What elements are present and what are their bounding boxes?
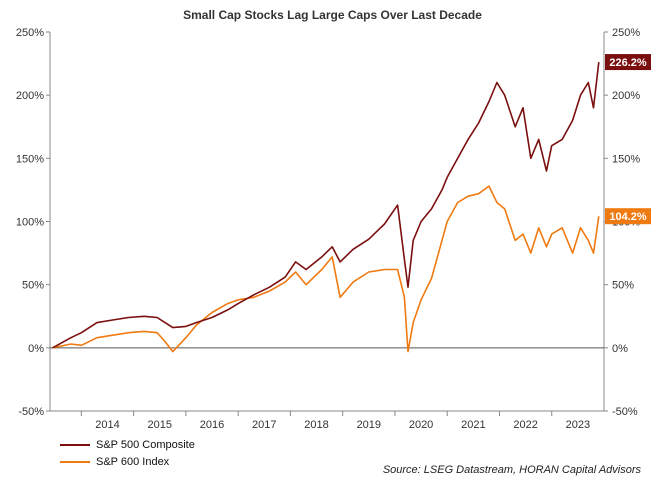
y-tick-label-left: 50% <box>22 280 44 292</box>
x-tick-label: 2019 <box>357 419 381 431</box>
series-line-sp500 <box>52 62 600 349</box>
legend-label-sp600: S&P 600 Index <box>96 455 170 468</box>
y-tick-label-right: 250% <box>612 27 640 39</box>
end-label-box-sp600 <box>605 208 651 225</box>
x-tick-label: 2018 <box>304 419 328 431</box>
y-tick-label-left: 200% <box>16 90 44 102</box>
y-tick-label-left: 100% <box>16 217 44 229</box>
legend-item-sp500: S&P 500 Composite <box>60 436 195 453</box>
x-tick-label: 2015 <box>148 419 172 431</box>
y-tick-label-right: -50% <box>612 406 638 418</box>
chart-axes: -50%-50%0%0%50%50%100%100%150%150%200%20… <box>16 27 640 431</box>
y-tick-label-left: -50% <box>18 406 44 418</box>
y-tick-label-left: 250% <box>16 27 44 39</box>
end-label-sp500: 226.2% <box>609 57 647 69</box>
legend-swatch-sp500 <box>60 443 90 446</box>
y-tick-label-left: 150% <box>16 153 44 165</box>
legend-label-sp500: S&P 500 Composite <box>96 438 195 451</box>
y-tick-label-right: 200% <box>612 90 640 102</box>
chart-end-labels: 226.2% 104.2% <box>605 54 651 225</box>
y-tick-label-right: 50% <box>612 280 634 292</box>
legend-swatch-sp600 <box>60 460 90 463</box>
x-tick-label: 2020 <box>409 419 433 431</box>
chart-title: Small Cap Stocks Lag Large Caps Over Las… <box>183 8 482 22</box>
series-line-sp600 <box>52 185 600 353</box>
y-tick-label-right: 150% <box>612 153 640 165</box>
x-tick-label: 2017 <box>252 419 276 431</box>
y-tick-label-left: 0% <box>28 343 44 355</box>
x-tick-label: 2023 <box>566 419 590 431</box>
end-label-sp600: 104.2% <box>609 211 647 223</box>
end-label-box-sp500 <box>605 54 651 71</box>
x-tick-label: 2014 <box>95 419 119 431</box>
source-note: Source: LSEG Datastream, HORAN Capital A… <box>382 464 641 476</box>
y-tick-label-right: 0% <box>612 343 628 355</box>
chart-lines <box>52 62 600 353</box>
x-tick-label: 2022 <box>513 419 537 431</box>
x-tick-label: 2016 <box>200 419 224 431</box>
legend: S&P 500 Composite S&P 600 Index <box>60 436 195 470</box>
x-tick-label: 2021 <box>461 419 485 431</box>
legend-item-sp600: S&P 600 Index <box>60 453 195 470</box>
